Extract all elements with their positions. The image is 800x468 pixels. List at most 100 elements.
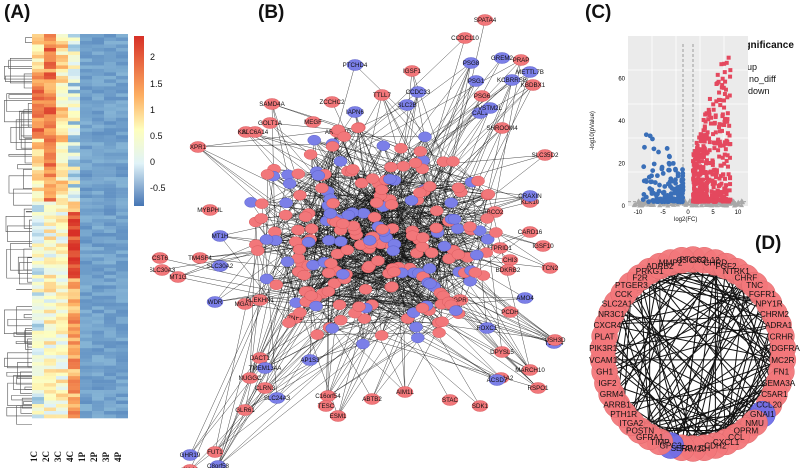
heatmap-cell: [80, 299, 92, 304]
heatmap-cell: [116, 386, 128, 391]
point-no-diff: [706, 200, 712, 205]
heatmap-cell: [80, 334, 92, 339]
point-up: [696, 147, 701, 152]
network-node: [329, 410, 347, 422]
network-node: [375, 184, 389, 195]
dendrogram-branch: [21, 397, 32, 409]
heatmap-cell: [104, 404, 116, 408]
network-edge: [324, 174, 487, 253]
circle-node-label: FN1: [774, 368, 790, 377]
point-down: [680, 173, 686, 179]
point-down: [676, 194, 682, 199]
point-up: [719, 190, 724, 195]
heatmap-cell: [80, 93, 92, 98]
point-up: [711, 199, 716, 204]
circle-node: [668, 246, 695, 274]
heatmap-cell: [80, 404, 92, 408]
point-down: [642, 144, 647, 150]
network-node: [476, 14, 494, 26]
heatmap-cell: [104, 184, 116, 188]
circle-node-label: CXCL12: [689, 256, 720, 265]
point-no-diff: [731, 202, 737, 208]
network-node: [411, 332, 425, 344]
point-up: [718, 198, 723, 203]
heatmap-cell: [92, 114, 104, 119]
heatmap-cell: [56, 236, 68, 241]
point-down: [665, 199, 671, 205]
point-up: [691, 198, 696, 203]
dendrogram-branch: [29, 219, 32, 248]
point-up: [713, 196, 718, 201]
network-edge: [264, 283, 431, 369]
point-no-diff: [703, 202, 709, 208]
point-up: [712, 120, 717, 125]
network-node: [336, 218, 350, 229]
point-down: [664, 197, 670, 203]
network-edge: [443, 231, 531, 297]
heatmap-cell: [92, 110, 104, 115]
heatmap-cell: [80, 232, 92, 237]
point-up: [691, 180, 696, 185]
heatmap-cell: [68, 397, 80, 401]
point-no-diff: [689, 202, 695, 208]
point-up: [714, 81, 719, 86]
network-node: [251, 245, 265, 256]
point-up: [718, 143, 723, 148]
point-no-diff: [663, 201, 669, 206]
column-label: 1P: [77, 452, 87, 462]
point-no-diff: [679, 199, 685, 204]
point-no-diff: [671, 202, 677, 207]
point-down: [666, 167, 671, 173]
network-node: [432, 327, 446, 338]
heatmap-cell: [44, 337, 56, 342]
network-node: [191, 252, 209, 264]
column-label: 2P: [89, 452, 99, 462]
heatmap-cell: [56, 274, 68, 279]
network-node: [462, 57, 480, 69]
heatmap-cell: [56, 65, 68, 70]
point-up: [723, 87, 728, 92]
network-node-label: BCO2: [487, 209, 504, 216]
heatmap-cell: [44, 327, 56, 332]
point-up: [695, 179, 700, 184]
heatmap-cell: [80, 323, 92, 328]
circle-node-label: OPRM: [734, 426, 759, 435]
heatmap-cell: [80, 239, 92, 244]
heatmap-cell: [80, 173, 92, 178]
network-node: [259, 273, 274, 285]
network-node: [356, 338, 370, 350]
point-up: [695, 199, 700, 204]
heatmap-cell: [56, 72, 68, 77]
heatmap-cell: [68, 163, 80, 167]
point-up: [722, 140, 727, 145]
network-node: [473, 90, 491, 102]
heatmap-cell: [68, 260, 80, 265]
network-node: [529, 382, 547, 394]
point-up: [694, 198, 699, 203]
point-no-diff: [739, 199, 745, 205]
point-no-diff: [679, 199, 685, 205]
point-up: [696, 174, 701, 179]
heatmap-cell: [80, 306, 92, 311]
heatmap-cell: [116, 68, 128, 73]
heatmap-cell: [56, 379, 68, 384]
network-node: [317, 400, 335, 412]
circle-edge: [623, 359, 783, 415]
dendrogram-branch: [23, 73, 32, 89]
heatmap-cell: [68, 348, 80, 352]
heatmap-cell: [116, 414, 128, 419]
heatmap-cell: [68, 232, 80, 237]
point-up: [701, 198, 706, 203]
point-down: [673, 166, 678, 172]
point-up: [698, 177, 703, 182]
point-down: [677, 199, 683, 204]
heatmap-cell: [32, 215, 44, 220]
heatmap-cell: [104, 327, 116, 332]
point-up: [699, 199, 704, 204]
heatmap-cell: [56, 103, 68, 108]
heatmap-cell: [44, 390, 56, 394]
heatmap-cell: [104, 72, 116, 77]
heatmap-cell: [32, 93, 44, 98]
point-no-diff: [738, 202, 744, 208]
network-node: [322, 235, 336, 246]
